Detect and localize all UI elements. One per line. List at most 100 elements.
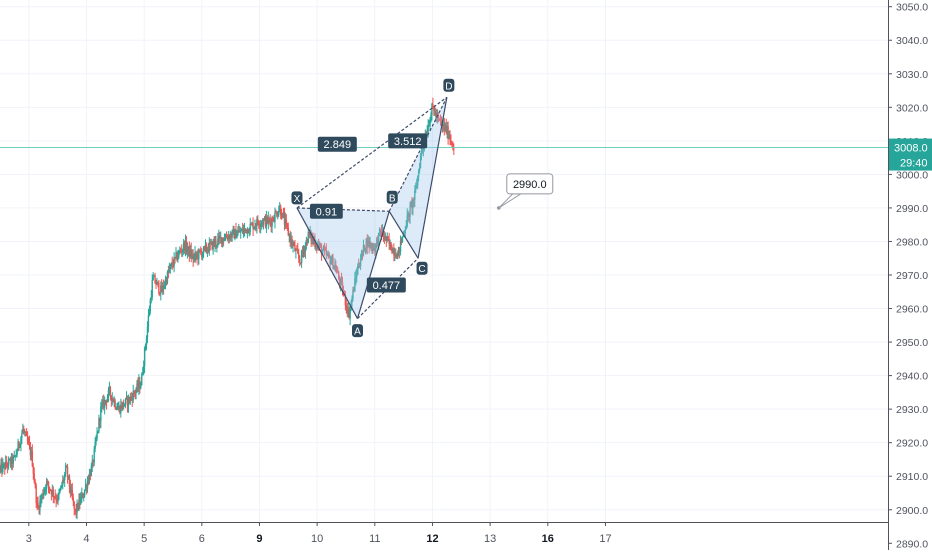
candle-body: [160, 285, 162, 294]
candle-body: [25, 432, 28, 436]
candle-body: [239, 230, 241, 233]
candle-body: [353, 289, 355, 292]
candle-body: [108, 387, 111, 390]
candle-body: [194, 252, 196, 257]
candle-body: [123, 404, 126, 407]
candle-body: [113, 400, 115, 403]
candle-body: [142, 373, 144, 375]
candle-body: [74, 508, 76, 511]
candle-body: [243, 228, 246, 230]
y-tick-label: 2930.0: [896, 404, 928, 416]
candle-body: [444, 125, 446, 130]
candle-body: [10, 456, 13, 465]
pattern-point-label: C: [418, 264, 425, 275]
candle-body: [453, 148, 455, 150]
candle-body: [421, 149, 424, 151]
candle-body: [83, 489, 86, 496]
pattern-leg-cd: [417, 97, 448, 259]
candle-body: [207, 249, 210, 252]
candle-body: [173, 256, 175, 266]
candle-body: [57, 494, 59, 502]
candle-body: [384, 236, 387, 240]
candle-body: [164, 279, 167, 286]
grid: [0, 0, 888, 544]
y-tick-label: 2950.0: [896, 337, 928, 349]
x-tick-label: 3: [26, 533, 32, 545]
candle-body: [360, 252, 363, 261]
candle-body: [202, 246, 205, 254]
candle-body: [165, 279, 168, 284]
candle-body: [126, 397, 129, 406]
candle-body: [338, 272, 340, 279]
y-tick-label: 2910.0: [896, 471, 928, 483]
candle-body: [358, 266, 361, 268]
candle-body: [400, 240, 403, 242]
candle-body: [177, 256, 179, 261]
candle-body: [418, 167, 421, 171]
candle-body: [32, 466, 34, 474]
last-price-badge[interactable]: [889, 138, 932, 171]
pattern-leg-xd: [296, 96, 448, 209]
pattern-point-badge: [386, 190, 398, 204]
candle-body: [127, 397, 130, 406]
candle-body: [19, 445, 21, 447]
candle-body: [354, 278, 356, 292]
candle-body: [16, 451, 18, 455]
candle-body: [377, 239, 379, 246]
callout-box[interactable]: [506, 173, 554, 195]
pattern-ratio-badge: [309, 203, 343, 219]
candle-body: [386, 237, 388, 241]
candle-body: [191, 254, 193, 258]
candle-body: [135, 390, 137, 394]
candle-body: [188, 246, 191, 257]
candle-body: [79, 499, 81, 504]
candle-body: [301, 251, 304, 253]
candle-body: [80, 497, 82, 504]
candle-body: [433, 106, 435, 111]
candle-body: [33, 473, 35, 482]
candle-body: [20, 437, 22, 446]
candle-body: [276, 212, 278, 217]
candle-body: [356, 274, 358, 277]
harmonic-pattern[interactable]: X A B C D 2.849 0.91 0.477 3.512: [291, 78, 455, 338]
candle-body: [112, 398, 114, 403]
candle-body: [252, 223, 254, 230]
candle-body: [251, 223, 253, 225]
y-tick-label: 2920.0: [896, 438, 928, 450]
candle-body: [322, 247, 325, 252]
candle-body: [36, 502, 38, 504]
candle-body: [56, 500, 58, 502]
candle-body: [323, 247, 326, 250]
price-axis[interactable]: [888, 0, 932, 550]
candle-body: [50, 490, 53, 495]
candle-body: [143, 347, 146, 367]
candle-body: [133, 391, 135, 393]
candle-body: [181, 251, 183, 253]
candle-body: [146, 326, 149, 339]
candle-body: [89, 473, 92, 477]
candle-body: [201, 253, 204, 257]
candle-body: [218, 235, 220, 239]
candle-body: [5, 461, 7, 470]
candle-body: [157, 281, 159, 283]
candle-body: [73, 501, 75, 509]
candle-body: [382, 230, 385, 237]
candle-body: [134, 392, 136, 394]
time-axis[interactable]: [0, 522, 888, 550]
price-callout[interactable]: 2990.0: [496, 173, 554, 210]
pattern-ratio-label: 3.512: [394, 136, 422, 148]
candle-body: [26, 435, 29, 442]
candle-body: [340, 279, 343, 283]
candle-body: [359, 260, 362, 267]
candle-body: [413, 199, 415, 201]
y-tick-label: 2900.0: [896, 505, 928, 517]
candle-body: [234, 229, 236, 239]
candle-body: [263, 217, 266, 220]
candle-body: [256, 219, 258, 227]
candle-body: [447, 126, 449, 139]
candle-body: [230, 234, 232, 238]
candle-body: [193, 256, 195, 260]
candle-body: [414, 190, 416, 200]
